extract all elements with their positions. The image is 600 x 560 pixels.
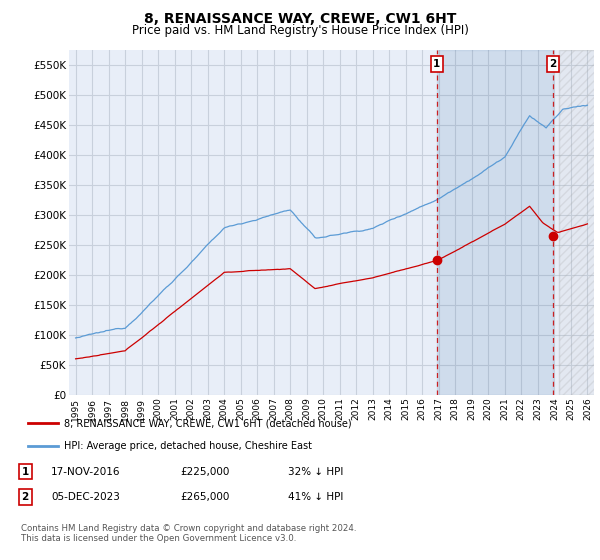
Text: 05-DEC-2023: 05-DEC-2023: [51, 492, 120, 502]
Bar: [559, 50, 596, 395]
Text: HPI: Average price, detached house, Cheshire East: HPI: Average price, detached house, Ches…: [64, 441, 312, 451]
Text: 17-NOV-2016: 17-NOV-2016: [51, 466, 121, 477]
Text: Contains HM Land Registry data © Crown copyright and database right 2024.
This d: Contains HM Land Registry data © Crown c…: [21, 524, 356, 543]
Text: 2: 2: [550, 59, 557, 69]
Text: £225,000: £225,000: [180, 466, 229, 477]
Text: 2: 2: [22, 492, 29, 502]
Bar: [437, 50, 553, 395]
Text: 1: 1: [22, 466, 29, 477]
Text: 8, RENAISSANCE WAY, CREWE, CW1 6HT: 8, RENAISSANCE WAY, CREWE, CW1 6HT: [144, 12, 456, 26]
Text: 1: 1: [433, 59, 440, 69]
Text: £265,000: £265,000: [180, 492, 229, 502]
Text: Price paid vs. HM Land Registry's House Price Index (HPI): Price paid vs. HM Land Registry's House …: [131, 24, 469, 37]
Bar: [559, 50, 596, 395]
Text: 32% ↓ HPI: 32% ↓ HPI: [288, 466, 343, 477]
Text: 8, RENAISSANCE WAY, CREWE, CW1 6HT (detached house): 8, RENAISSANCE WAY, CREWE, CW1 6HT (deta…: [64, 418, 352, 428]
Text: 41% ↓ HPI: 41% ↓ HPI: [288, 492, 343, 502]
